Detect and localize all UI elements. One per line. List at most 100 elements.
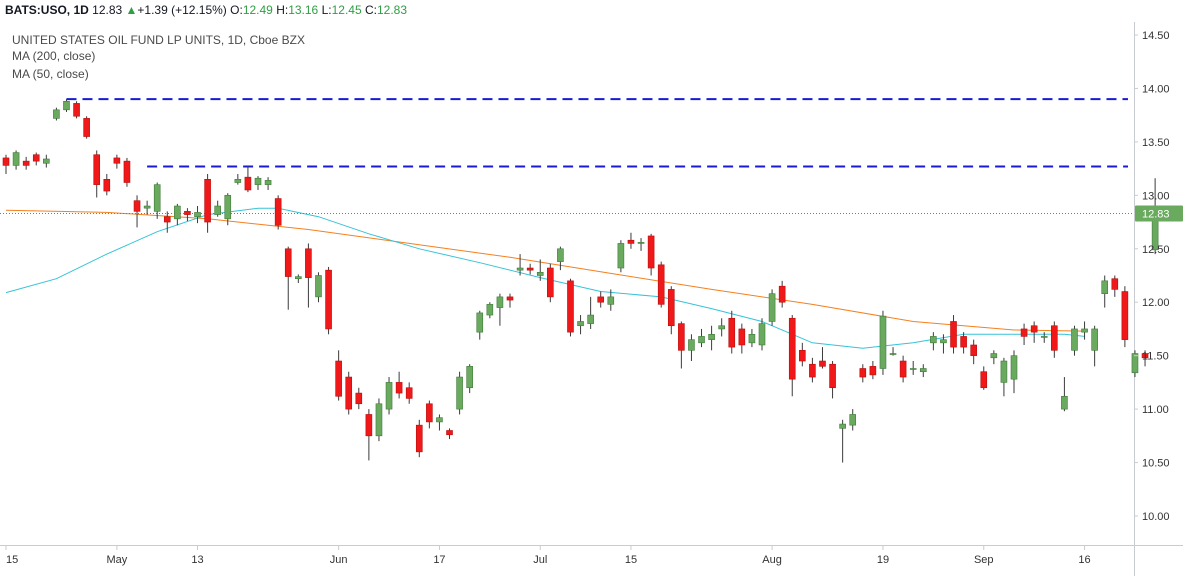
candle-body bbox=[1101, 280, 1109, 294]
candle-body bbox=[758, 323, 766, 346]
close-value: 12.83 bbox=[377, 3, 407, 17]
candle-body bbox=[940, 339, 947, 344]
candle-up bbox=[577, 315, 584, 335]
candle-down bbox=[970, 339, 977, 365]
candle-down bbox=[627, 232, 635, 249]
candle-body bbox=[516, 267, 524, 271]
candles bbox=[2, 99, 1159, 463]
candle-down bbox=[1051, 321, 1058, 358]
candle-body bbox=[355, 392, 363, 405]
candle-body bbox=[254, 177, 262, 185]
last-price-tag-bg bbox=[1135, 205, 1183, 222]
candle-body bbox=[93, 154, 101, 185]
candle-down bbox=[163, 211, 171, 233]
candle-down bbox=[32, 152, 40, 166]
candle-up bbox=[456, 371, 463, 415]
candle-down bbox=[83, 116, 90, 139]
candle-up bbox=[53, 107, 60, 121]
candle-down bbox=[446, 428, 453, 440]
candle-down bbox=[103, 173, 111, 196]
candle-up bbox=[1010, 350, 1018, 394]
candle-down bbox=[335, 350, 342, 401]
candle-body bbox=[315, 275, 322, 298]
candle-up bbox=[516, 254, 524, 276]
candle-up bbox=[315, 272, 322, 303]
candle-up bbox=[1071, 325, 1078, 356]
candle-body bbox=[536, 271, 544, 276]
candle-down bbox=[365, 409, 373, 461]
candle-down bbox=[1111, 275, 1119, 297]
price-tick-label: 13.50 bbox=[1142, 137, 1170, 149]
candle-down bbox=[950, 315, 957, 354]
legend-ma200[interactable]: MA (200, close) bbox=[12, 49, 95, 63]
candle-up bbox=[708, 325, 715, 351]
candle-body bbox=[274, 198, 282, 226]
candle-body bbox=[657, 264, 665, 305]
time-tick-label: Aug bbox=[762, 554, 782, 566]
candle-down bbox=[829, 361, 836, 399]
candle-body bbox=[980, 371, 988, 389]
candle-body bbox=[284, 248, 292, 277]
candle-body bbox=[476, 312, 484, 333]
candle-body bbox=[849, 414, 857, 426]
candle-up bbox=[839, 419, 846, 463]
candle-body bbox=[788, 317, 796, 380]
resistance-levels[interactable] bbox=[66, 98, 1128, 168]
candle-body bbox=[859, 368, 867, 378]
candle-up bbox=[637, 238, 645, 251]
candle-body bbox=[2, 157, 10, 166]
candle-up bbox=[466, 364, 473, 394]
candle-up bbox=[295, 274, 302, 283]
legend-title: UNITED STATES OIL FUND LP UNITS, 1D, Cbo… bbox=[12, 33, 305, 47]
candle-body bbox=[335, 360, 342, 397]
low-label: L: bbox=[322, 3, 332, 17]
candle-down bbox=[93, 150, 101, 198]
time-tick-label: 15 bbox=[6, 554, 18, 566]
close-label: C: bbox=[365, 3, 377, 17]
candle-body bbox=[194, 212, 201, 218]
candle-up bbox=[264, 177, 272, 190]
candle-up bbox=[214, 200, 221, 217]
candle-body bbox=[839, 423, 846, 429]
price-tick-label: 11.50 bbox=[1142, 351, 1169, 363]
candle-body bbox=[899, 360, 907, 378]
candle-body bbox=[930, 336, 937, 344]
candle-down bbox=[678, 321, 685, 369]
candle-down bbox=[728, 310, 736, 354]
candle-down bbox=[899, 355, 907, 383]
price-scale[interactable]: 14.50 14.00 13.50 13.00 12.50 12.00 11.50 11.00… bbox=[1134, 30, 1170, 523]
candle-down bbox=[1030, 321, 1038, 343]
candle-up bbox=[718, 318, 725, 337]
candle-body bbox=[1071, 328, 1078, 351]
candle-body bbox=[990, 353, 998, 359]
candle-down bbox=[1121, 286, 1129, 348]
candle-up bbox=[557, 246, 564, 271]
candle-body bbox=[728, 317, 736, 348]
candle-body bbox=[1131, 353, 1139, 374]
candle-body bbox=[607, 296, 615, 305]
legend-ma50[interactable]: MA (50, close) bbox=[12, 67, 89, 81]
candle-up bbox=[688, 334, 695, 362]
candle-body bbox=[456, 376, 463, 410]
candle-body bbox=[264, 180, 272, 185]
candle-down bbox=[345, 371, 353, 415]
candle-body bbox=[678, 323, 685, 351]
candle-body bbox=[1051, 325, 1058, 351]
candle-body bbox=[547, 267, 554, 298]
high-value: 13.16 bbox=[288, 3, 318, 17]
price-tick-label: 11.00 bbox=[1142, 404, 1169, 416]
candle-body bbox=[688, 339, 695, 351]
candle-body bbox=[53, 109, 60, 119]
candle-body bbox=[748, 333, 756, 344]
candle-body bbox=[32, 154, 40, 162]
candle-body bbox=[597, 296, 605, 303]
candle-body bbox=[63, 100, 70, 111]
time-scale[interactable]: 15 May 13 Jun 17 Jul 15 Aug 19 Sep 16 bbox=[5, 545, 1091, 566]
candle-down bbox=[415, 419, 423, 458]
candle-body bbox=[22, 160, 30, 166]
candle-body bbox=[1030, 325, 1038, 333]
candle-up bbox=[909, 361, 917, 375]
candle-up bbox=[1081, 321, 1088, 340]
price-tick-label: 12.50 bbox=[1142, 244, 1170, 256]
